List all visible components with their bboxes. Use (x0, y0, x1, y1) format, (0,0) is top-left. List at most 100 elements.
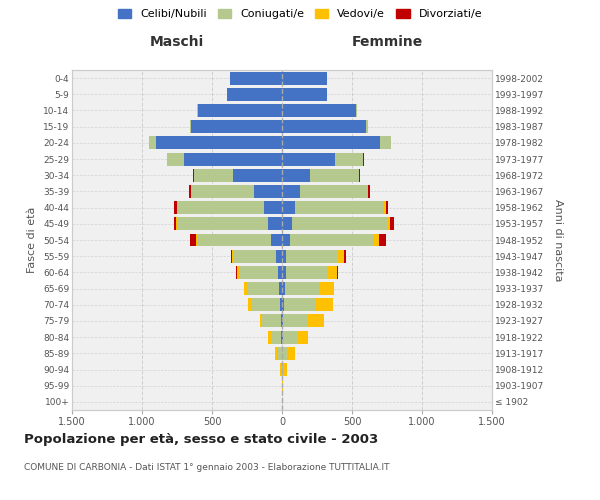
Bar (176, 218, 177, 230)
Bar (194, 169, 233, 181)
Bar (190, 120, 191, 133)
Bar (173, 218, 176, 230)
Bar (271, 330, 281, 344)
Bar (177, 218, 268, 230)
Bar (286, 250, 337, 262)
Bar (197, 234, 271, 246)
Bar (307, 314, 324, 328)
Bar (390, 218, 394, 230)
Text: Popolazione per età, sesso e stato civile - 2003: Popolazione per età, sesso e stato civil… (24, 432, 378, 446)
Bar (278, 266, 282, 279)
Bar (232, 250, 233, 262)
Bar (281, 330, 282, 344)
Bar (282, 363, 284, 376)
Bar (282, 330, 283, 344)
Bar (387, 218, 390, 230)
Bar (193, 169, 194, 181)
Bar (280, 363, 281, 376)
Bar (290, 234, 374, 246)
Bar (386, 201, 388, 214)
Text: COMUNE DI CARBONIA - Dati ISTAT 1° gennaio 2003 - Elaborazione TUTTITALIA.IT: COMUNE DI CARBONIA - Dati ISTAT 1° genna… (24, 462, 389, 471)
Bar (282, 234, 290, 246)
Bar (288, 347, 295, 360)
Bar (233, 250, 277, 262)
Bar (191, 185, 254, 198)
Bar (262, 314, 281, 328)
Bar (177, 201, 264, 214)
Bar (196, 234, 197, 246)
Bar (247, 282, 279, 295)
Bar (280, 298, 282, 311)
Bar (344, 250, 346, 262)
Bar (300, 185, 367, 198)
Bar (282, 218, 292, 230)
Bar (337, 250, 344, 262)
Bar (231, 250, 232, 262)
Bar (244, 282, 247, 295)
Bar (239, 266, 278, 279)
Bar (189, 185, 191, 198)
Bar (227, 88, 282, 101)
Bar (198, 104, 282, 117)
Bar (149, 136, 156, 149)
Bar (283, 330, 296, 344)
Bar (283, 314, 307, 328)
Bar (236, 266, 239, 279)
Bar (275, 347, 277, 360)
Bar (359, 169, 360, 181)
Bar (279, 282, 282, 295)
Bar (282, 104, 356, 117)
Bar (282, 314, 283, 328)
Bar (230, 72, 282, 85)
Bar (184, 152, 282, 166)
Bar (260, 314, 262, 328)
Bar (264, 201, 282, 214)
Bar (315, 298, 333, 311)
Bar (282, 282, 285, 295)
Bar (248, 298, 252, 311)
Bar (282, 201, 295, 214)
Bar (356, 104, 357, 117)
Bar (282, 298, 284, 311)
Y-axis label: Fasce di età: Fasce di età (28, 207, 37, 273)
Bar (282, 185, 300, 198)
Bar (284, 298, 315, 311)
Bar (281, 363, 282, 376)
Bar (268, 218, 282, 230)
Bar (282, 120, 366, 133)
Bar (368, 185, 370, 198)
Bar (175, 201, 176, 214)
Bar (366, 120, 368, 133)
Bar (190, 234, 196, 246)
Text: Maschi: Maschi (150, 36, 204, 50)
Legend: Celibi/Nubili, Coniugati/e, Vedovi/e, Divorziati/e: Celibi/Nubili, Coniugati/e, Vedovi/e, Di… (115, 6, 485, 22)
Bar (367, 185, 368, 198)
Bar (374, 234, 379, 246)
Bar (379, 234, 386, 246)
Bar (296, 330, 308, 344)
Bar (282, 72, 327, 85)
Bar (268, 330, 271, 344)
Bar (277, 250, 282, 262)
Bar (295, 201, 384, 214)
Bar (328, 266, 337, 279)
Bar (233, 169, 282, 181)
Bar (283, 347, 288, 360)
Bar (335, 152, 363, 166)
Bar (282, 136, 380, 149)
Bar (285, 282, 320, 295)
Text: Femmine: Femmine (352, 36, 422, 50)
Bar (286, 266, 328, 279)
Bar (156, 136, 282, 149)
Bar (380, 136, 391, 149)
Bar (320, 282, 334, 295)
Bar (191, 120, 282, 133)
Bar (282, 152, 335, 166)
Bar (282, 250, 286, 262)
Bar (271, 234, 282, 246)
Bar (310, 169, 359, 181)
Bar (384, 201, 386, 214)
Bar (277, 347, 281, 360)
Bar (284, 363, 287, 376)
Bar (197, 104, 198, 117)
